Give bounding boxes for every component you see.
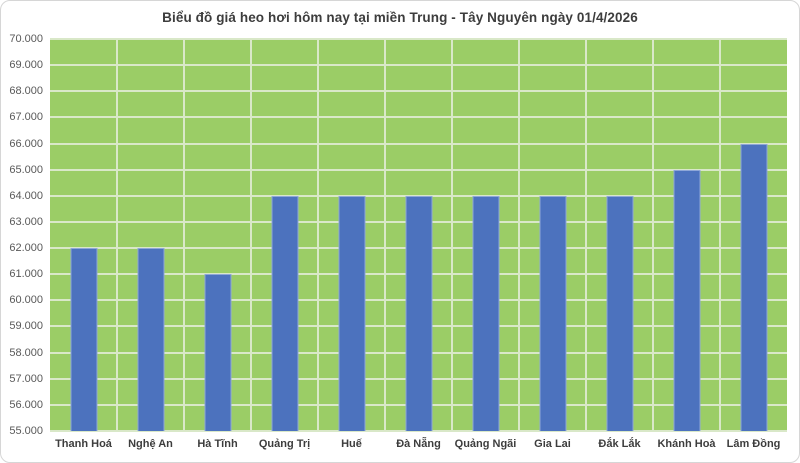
bar-10 (673, 169, 700, 431)
y-axis: 55.000 56.000 57.000 58.000 59.000 60.000 61.0… (1, 33, 44, 437)
bar-3 (204, 274, 231, 431)
bar-7 (472, 195, 499, 431)
y-tick-label: 59.000 (9, 320, 43, 333)
v-gridline (585, 39, 587, 431)
h-gridline (50, 116, 787, 119)
bar-11 (740, 143, 767, 431)
v-gridline (719, 39, 721, 431)
y-tick-label: 60.000 (9, 294, 43, 307)
chart-title: Biểu đồ giá heo hơi hôm nay tại miền Tru… (162, 10, 638, 25)
v-gridline (451, 39, 453, 431)
h-gridline (50, 168, 787, 171)
y-tick-label: 65.000 (9, 163, 43, 176)
x-category-label: Đà Nẵng (396, 438, 441, 450)
x-category-label: Huế (341, 438, 362, 450)
bar-8 (539, 195, 566, 431)
bar-5 (338, 195, 365, 431)
y-tick-label: 61.000 (9, 268, 43, 281)
y-tick-label: 56.000 (9, 398, 43, 411)
y-tick-label: 55.000 (9, 425, 43, 437)
v-gridline (317, 39, 319, 431)
y-tick-label: 70.000 (9, 33, 43, 45)
bar-9 (606, 195, 633, 431)
v-gridline (652, 39, 654, 431)
x-category-label: Quảng Ngãi (454, 438, 517, 450)
y-tick-label: 66.000 (9, 137, 43, 150)
h-gridline (50, 64, 787, 67)
bar-2 (137, 248, 164, 431)
x-category-label: Đắk Lắk (598, 438, 641, 450)
bar-1 (70, 248, 97, 431)
x-category-label: Quảng Trị (258, 438, 311, 450)
bar-6 (405, 195, 432, 431)
v-gridline (183, 39, 185, 431)
x-category-label: Nghệ An (128, 438, 173, 450)
v-gridline (250, 39, 252, 431)
y-tick-label: 62.000 (9, 242, 43, 255)
y-tick-label: 67.000 (9, 111, 43, 124)
x-category-label: Gia Lai (534, 438, 571, 450)
v-gridline (116, 39, 118, 431)
y-tick-label: 57.000 (9, 372, 43, 385)
v-gridline (518, 39, 520, 431)
x-category-label: Thanh Hoá (55, 438, 112, 450)
v-gridline (384, 39, 386, 431)
y-tick-label: 63.000 (9, 215, 43, 228)
x-category-label: Khánh Hoà (657, 438, 716, 450)
h-gridline (50, 90, 787, 93)
h-gridline (50, 430, 787, 432)
x-category-label: Lâm Đồng (726, 438, 781, 450)
y-tick-label: 58.000 (9, 346, 43, 359)
x-category-label: Hà Tĩnh (197, 438, 238, 450)
y-tick-label: 68.000 (9, 85, 43, 98)
h-gridline (50, 142, 787, 145)
bar-4 (271, 195, 298, 431)
h-gridline (50, 38, 787, 40)
y-tick-label: 64.000 (9, 189, 43, 202)
h-gridline (50, 194, 787, 197)
plot-area (50, 38, 787, 432)
x-axis: Thanh Hoá Nghệ An Hà Tĩnh Quảng Trị Huế Đà Nẵ… (50, 436, 787, 458)
y-tick-label: 69.000 (9, 59, 43, 72)
